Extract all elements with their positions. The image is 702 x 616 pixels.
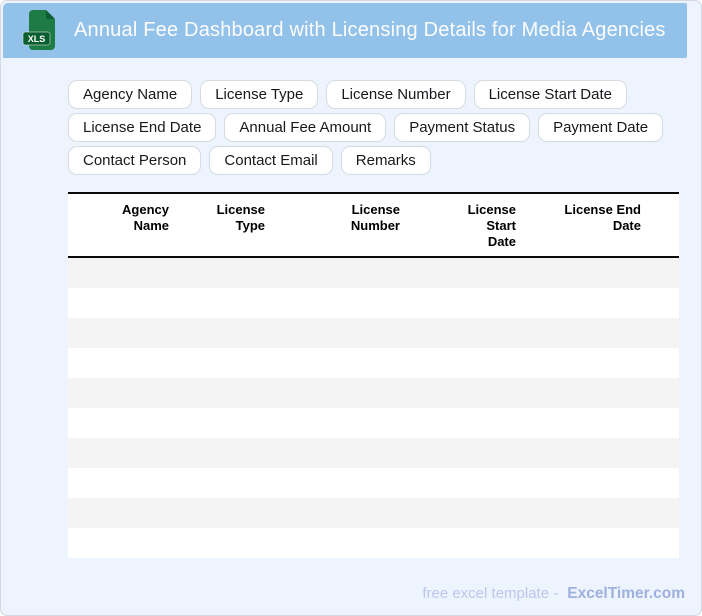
field-button-contact-email[interactable]: Contact Email xyxy=(209,146,333,175)
xls-file-icon: XLS xyxy=(22,9,55,50)
field-button-license-number[interactable]: License Number xyxy=(326,80,466,109)
field-button-payment-date[interactable]: Payment Date xyxy=(538,113,664,142)
footer-tagline: free excel template - xyxy=(422,585,559,602)
field-button-agency-name[interactable]: Agency Name xyxy=(68,80,193,109)
field-button-contact-person[interactable]: Contact Person xyxy=(68,146,202,175)
file-fold-corner xyxy=(46,9,55,19)
table-row-cell xyxy=(68,438,679,468)
field-button-payment-status[interactable]: Payment Status xyxy=(394,113,531,142)
table-row xyxy=(68,318,679,348)
table-row xyxy=(68,528,679,558)
footer-brand-link[interactable]: ExcelTimer.com xyxy=(567,585,685,602)
field-button-annual-fee-amount[interactable]: Annual Fee Amount xyxy=(224,113,387,142)
column-header-license-number: License Number xyxy=(303,192,438,258)
column-header-license-end-date: License End Date xyxy=(554,192,679,258)
table-row-cell xyxy=(68,378,679,408)
table-row-cell xyxy=(68,318,679,348)
xls-badge xyxy=(22,31,51,45)
table-row xyxy=(68,498,679,528)
column-header-license-start-date: License Start Date xyxy=(438,192,554,258)
xls-badge-label: XLS xyxy=(28,34,46,44)
field-button-license-start-date[interactable]: License Start Date xyxy=(473,80,627,109)
table-row-cell xyxy=(68,498,679,528)
footer: free excel template - ExcelTimer.com xyxy=(68,585,685,603)
table-row xyxy=(68,348,679,378)
table-row xyxy=(68,257,679,288)
field-button-license-type[interactable]: License Type xyxy=(200,80,319,109)
table-row-cell xyxy=(68,528,679,558)
table-row xyxy=(68,408,679,438)
table-row xyxy=(68,378,679,408)
license-table-head: Agency Name License Type License Number Lic… xyxy=(68,192,679,258)
table-row-cell xyxy=(68,348,679,378)
license-table: Agency Name License Type License Number Lic… xyxy=(68,192,679,558)
table-row-cell xyxy=(68,468,679,498)
table-header-row: Agency Name License Type License Number Lic… xyxy=(68,192,679,258)
column-header-license-type: License Type xyxy=(207,192,303,258)
table-row xyxy=(68,288,679,318)
license-table-body xyxy=(68,257,679,558)
table-row-cell xyxy=(68,257,679,288)
page-title: Annual Fee Dashboard with Licensing Deta… xyxy=(74,19,666,41)
table-row-cell xyxy=(68,288,679,318)
field-buttons: Agency Name License Type License Number Lic… xyxy=(68,80,682,175)
table-row xyxy=(68,438,679,468)
column-header-agency-name: Agency Name xyxy=(68,192,207,258)
field-button-license-end-date[interactable]: License End Date xyxy=(68,113,217,142)
table-row-cell xyxy=(68,408,679,438)
header-bar: XLS Annual Fee Dashboard with Licensing … xyxy=(3,3,687,58)
field-button-remarks[interactable]: Remarks xyxy=(340,146,431,175)
table-row xyxy=(68,468,679,498)
